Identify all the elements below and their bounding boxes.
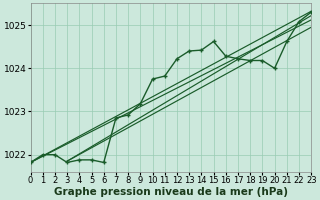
X-axis label: Graphe pression niveau de la mer (hPa): Graphe pression niveau de la mer (hPa) (54, 187, 288, 197)
